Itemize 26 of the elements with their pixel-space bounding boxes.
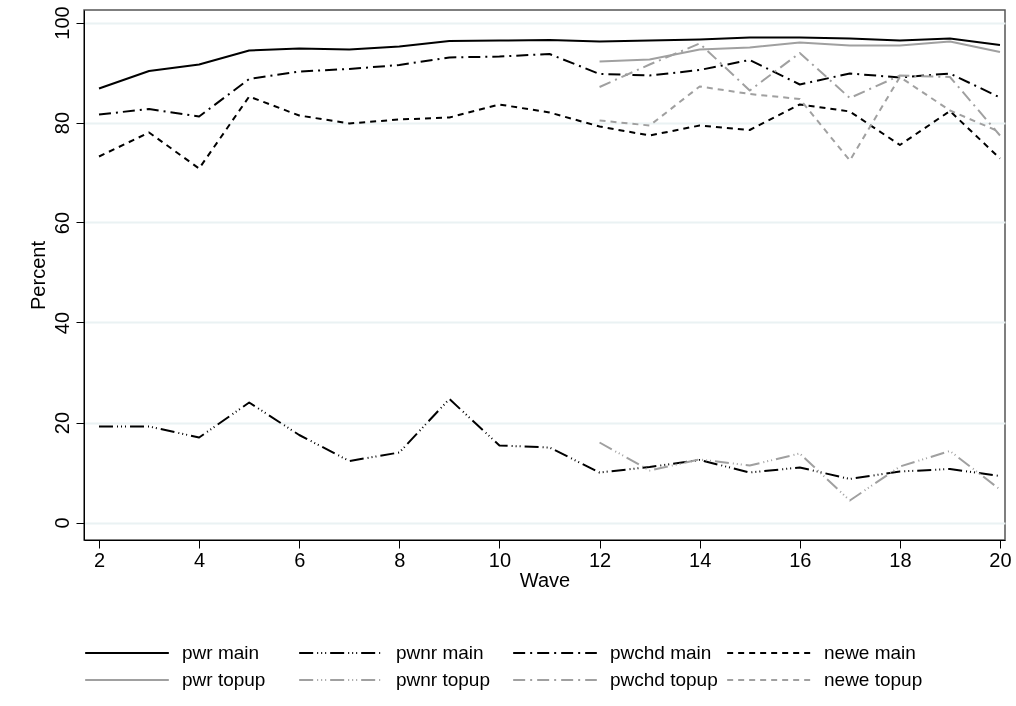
y-tick-label: 80	[50, 111, 73, 135]
y-tick-label: 100	[50, 6, 73, 40]
x-tick-label: 8	[394, 548, 406, 571]
y-tick-label: 40	[50, 311, 73, 335]
legend-label: newe main	[824, 642, 916, 663]
y-tick-label: 60	[50, 211, 73, 235]
legend-label: pwnr main	[396, 642, 484, 663]
legend-label: pwr main	[182, 642, 260, 663]
legend-label: pwr topup	[182, 669, 266, 690]
x-tick-label: 6	[294, 548, 306, 571]
x-tick-label: 12	[588, 548, 612, 571]
x-tick-label: 14	[689, 548, 712, 571]
x-tick-label: 2	[93, 548, 106, 571]
y-axis-title: Percent	[26, 240, 49, 310]
legend-label: newe topup	[824, 669, 923, 690]
x-axis-title: Wave	[519, 568, 571, 591]
legend-label: pwchd topup	[610, 669, 718, 690]
legend-label: pwnr topup	[396, 669, 491, 690]
y-tick-label: 20	[50, 411, 73, 435]
x-tick-label: 10	[488, 548, 512, 571]
y-tick-label: 0	[50, 517, 73, 529]
x-tick-label: 18	[889, 548, 912, 571]
x-tick-label: 20	[989, 548, 1012, 571]
x-tick-label: 4	[194, 548, 206, 571]
legend-label: pwchd main	[610, 642, 712, 663]
x-tick-label: 16	[789, 548, 812, 571]
